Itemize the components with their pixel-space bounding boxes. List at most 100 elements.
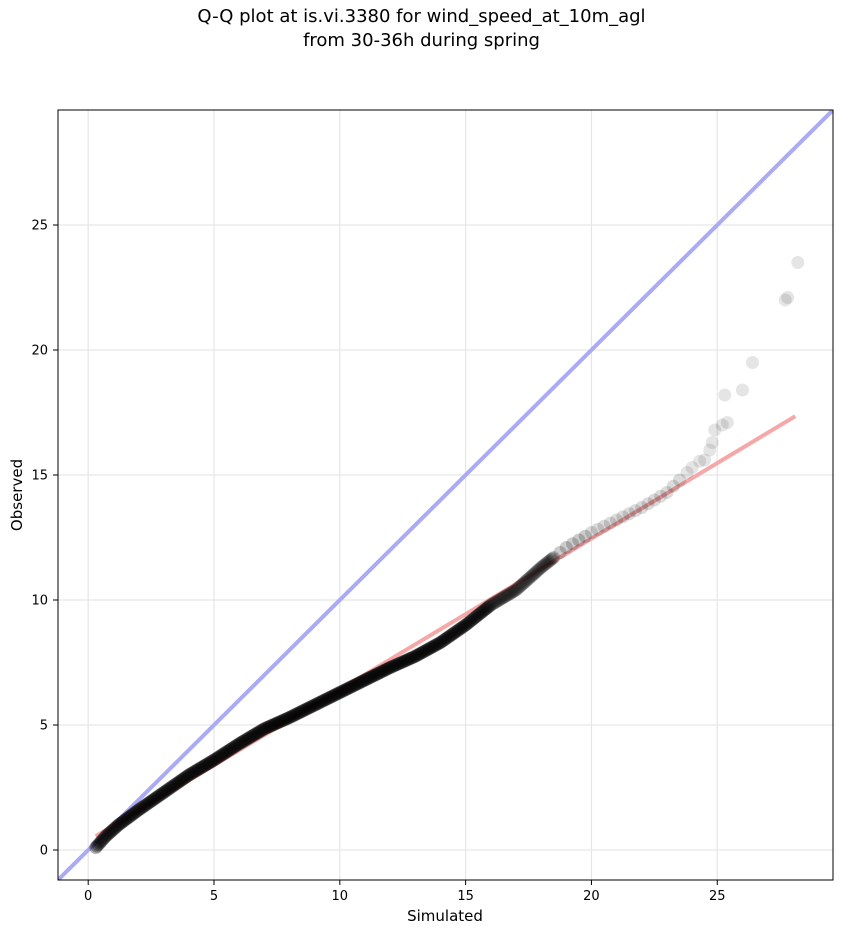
chart-title-line-2: from 30-36h during spring bbox=[303, 30, 540, 51]
data-point bbox=[247, 728, 261, 742]
y-tick-label: 10 bbox=[31, 594, 48, 609]
data-point bbox=[421, 642, 435, 656]
data-point bbox=[666, 479, 680, 493]
data-point bbox=[432, 636, 446, 650]
data-point bbox=[344, 680, 358, 694]
data-point bbox=[267, 717, 281, 731]
data-point bbox=[537, 559, 551, 572]
data-point bbox=[191, 763, 205, 777]
data-point bbox=[735, 383, 749, 397]
data-point bbox=[479, 602, 493, 616]
data-point bbox=[436, 634, 450, 648]
data-point bbox=[265, 718, 279, 732]
data-point bbox=[435, 635, 449, 649]
data-point bbox=[472, 607, 486, 621]
data-point bbox=[155, 786, 169, 800]
data-point bbox=[452, 622, 466, 636]
data-point bbox=[332, 686, 346, 700]
data-point bbox=[481, 600, 495, 614]
data-point bbox=[407, 650, 421, 664]
data-point bbox=[490, 594, 504, 608]
data-point bbox=[501, 588, 515, 601]
x-tick-label: 25 bbox=[709, 889, 726, 904]
data-point bbox=[109, 820, 123, 834]
data-point bbox=[433, 636, 447, 649]
data-point bbox=[353, 676, 367, 689]
data-point bbox=[189, 764, 203, 777]
data-point bbox=[641, 497, 655, 511]
data-point bbox=[480, 601, 494, 615]
data-point bbox=[715, 418, 729, 432]
data-point bbox=[622, 507, 636, 521]
data-point bbox=[519, 574, 533, 588]
data-point bbox=[367, 669, 381, 683]
data-point bbox=[542, 555, 556, 568]
data-point bbox=[539, 557, 553, 570]
data-point bbox=[164, 780, 178, 794]
data-point bbox=[406, 650, 420, 664]
data-point bbox=[218, 746, 232, 760]
data-point bbox=[505, 585, 519, 599]
data-point bbox=[628, 504, 642, 518]
data-point bbox=[359, 672, 373, 686]
data-point bbox=[171, 776, 185, 790]
data-point bbox=[306, 699, 320, 713]
data-point bbox=[144, 794, 158, 808]
data-point bbox=[500, 588, 514, 602]
data-point bbox=[223, 742, 237, 756]
data-point bbox=[289, 707, 303, 721]
data-point bbox=[202, 756, 216, 770]
data-point bbox=[313, 696, 327, 709]
data-point bbox=[257, 722, 271, 736]
data-point bbox=[169, 777, 183, 791]
data-point bbox=[104, 825, 118, 839]
data-point bbox=[99, 829, 113, 843]
data-point bbox=[91, 838, 105, 852]
data-point bbox=[225, 742, 239, 756]
x-tick-label: 10 bbox=[332, 889, 349, 904]
data-point bbox=[485, 597, 499, 611]
data-point bbox=[445, 628, 459, 642]
data-point bbox=[254, 724, 268, 738]
data-point bbox=[132, 803, 146, 817]
data-point bbox=[412, 647, 426, 661]
data-point bbox=[173, 774, 187, 788]
data-point bbox=[252, 725, 266, 739]
data-point bbox=[415, 646, 429, 660]
data-point bbox=[116, 814, 130, 828]
data-point bbox=[355, 674, 369, 688]
data-point bbox=[337, 684, 351, 698]
data-point bbox=[363, 671, 377, 684]
data-point bbox=[471, 608, 485, 622]
data-point bbox=[369, 667, 383, 681]
data-point bbox=[527, 567, 541, 581]
data-point bbox=[354, 675, 368, 689]
data-point bbox=[152, 789, 166, 803]
data-point bbox=[207, 753, 221, 767]
data-point bbox=[198, 758, 212, 772]
data-point bbox=[237, 734, 251, 748]
data-point bbox=[518, 575, 532, 589]
data-point bbox=[178, 771, 192, 785]
data-point bbox=[338, 683, 352, 697]
data-point bbox=[270, 716, 284, 730]
data-point bbox=[245, 729, 259, 743]
data-point bbox=[411, 648, 425, 662]
data-point bbox=[340, 682, 354, 696]
data-point bbox=[610, 513, 624, 527]
data-point bbox=[467, 611, 481, 625]
x-tick-label: 15 bbox=[457, 889, 474, 904]
data-point bbox=[494, 592, 508, 606]
data-point bbox=[330, 687, 344, 701]
data-point bbox=[437, 633, 451, 647]
data-point bbox=[96, 832, 110, 846]
data-point bbox=[364, 670, 378, 684]
plot-frame bbox=[57, 109, 834, 881]
data-point bbox=[377, 664, 391, 678]
data-point bbox=[376, 664, 390, 678]
data-point bbox=[745, 356, 759, 369]
data-point bbox=[130, 804, 144, 818]
data-point bbox=[446, 627, 460, 641]
data-point bbox=[387, 659, 401, 673]
data-point bbox=[386, 659, 400, 673]
